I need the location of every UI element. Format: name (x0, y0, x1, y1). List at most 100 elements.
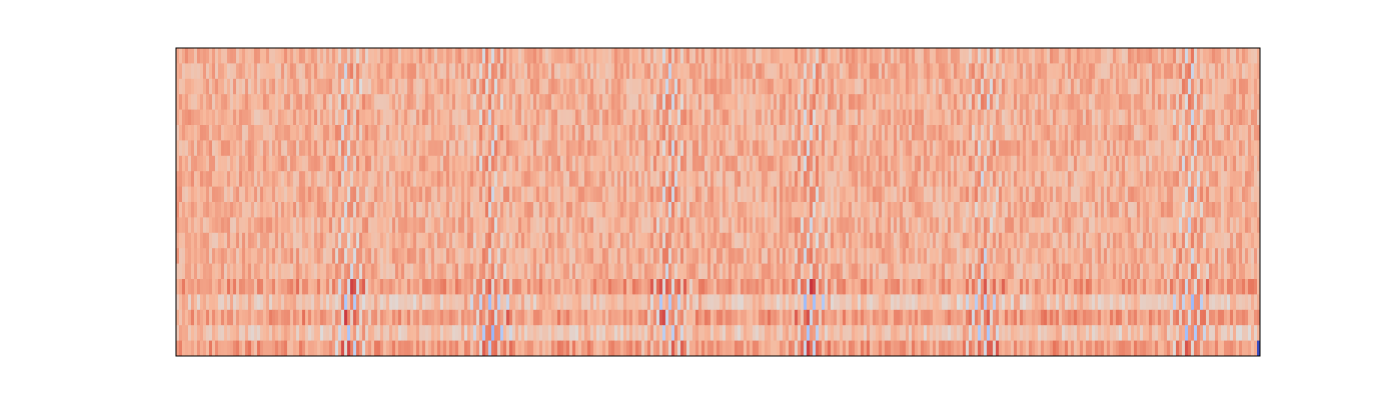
heatmap-cell (239, 186, 243, 203)
heatmap-cell (566, 232, 570, 249)
heatmap-cell (629, 217, 633, 234)
heatmap-cell (431, 140, 435, 157)
heatmap-cell (707, 232, 711, 249)
heatmap-cell (941, 171, 946, 187)
heatmap-cell (1232, 202, 1237, 218)
heatmap-cell (1031, 109, 1036, 126)
heatmap-cell (1040, 63, 1045, 80)
heatmap-cell (713, 109, 717, 126)
heatmap-cell (1253, 232, 1258, 249)
heatmap-cell (419, 232, 423, 249)
heatmap-cell (1082, 171, 1087, 187)
heatmap-cell (599, 48, 603, 64)
heatmap-cell (1208, 63, 1213, 80)
heatmap-cell (1022, 109, 1027, 126)
heatmap-cell (638, 155, 642, 172)
heatmap-cell (212, 140, 216, 157)
heatmap-cell (896, 171, 901, 187)
heatmap-cell (359, 217, 363, 234)
heatmap-cell (491, 155, 495, 172)
heatmap-cell (290, 109, 294, 126)
heatmap-cell (497, 202, 501, 218)
heatmap-cell (416, 48, 420, 64)
heatmap-cell (773, 140, 777, 157)
heatmap-cell (266, 63, 270, 80)
heatmap-cell (464, 78, 468, 95)
heatmap-cell (1157, 171, 1162, 187)
heatmap-cell (827, 140, 831, 157)
heatmap-cell (665, 232, 669, 249)
heatmap-cell (278, 140, 282, 157)
heatmap-cell (734, 171, 738, 187)
heatmap-cell (1223, 155, 1228, 172)
heatmap-cell (887, 248, 892, 264)
heatmap-cell (818, 232, 822, 249)
heatmap-cell (557, 140, 561, 157)
heatmap-cell (1127, 217, 1132, 234)
heatmap-cell (233, 217, 237, 234)
heatmap-cell (1250, 140, 1255, 157)
heatmap-cell (845, 48, 850, 64)
heatmap-cell (641, 186, 645, 203)
heatmap-cell (1154, 202, 1159, 218)
heatmap-cell (878, 125, 883, 141)
heatmap-cell (1103, 125, 1108, 141)
heatmap-cell (668, 202, 672, 218)
heatmap-cell (599, 248, 603, 264)
heatmap-cell (1058, 78, 1063, 95)
heatmap-cell (1112, 155, 1117, 172)
heatmap-cell (269, 94, 273, 110)
heatmap-cell (1166, 109, 1171, 126)
heatmap-cell (878, 171, 883, 187)
heatmap-cell (230, 78, 234, 95)
heatmap-cell (932, 78, 937, 95)
heatmap-cell (998, 186, 1003, 203)
heatmap-cell (284, 248, 288, 264)
heatmap-cell (1055, 248, 1060, 264)
heatmap-cell (350, 186, 354, 203)
heatmap-cell (1181, 217, 1186, 234)
heatmap-cell (569, 48, 573, 64)
heatmap-cell (491, 140, 495, 157)
heatmap-cell (257, 125, 261, 141)
heatmap-cell (977, 217, 982, 234)
heatmap-cell (1253, 171, 1258, 187)
heatmap-cell (632, 78, 636, 95)
heatmap-cell (797, 186, 801, 203)
heatmap-cell (905, 63, 910, 80)
heatmap-cell (914, 202, 919, 218)
heatmap-cell (800, 155, 804, 172)
heatmap-cell (737, 171, 741, 187)
heatmap-cell (1196, 125, 1201, 141)
heatmap-cell (1076, 171, 1081, 187)
heatmap-cell (878, 48, 883, 64)
heatmap-cell (452, 78, 456, 95)
heatmap-cell (275, 202, 279, 218)
heatmap-cell (575, 94, 579, 110)
heatmap-cell (404, 109, 408, 126)
heatmap-cell (950, 78, 955, 95)
heatmap-cell (830, 125, 834, 141)
heatmap-cell (608, 125, 612, 141)
heatmap-cell (1004, 202, 1009, 218)
heatmap-cell (683, 171, 687, 187)
heatmap-cell (908, 232, 913, 249)
heatmap-cell (1229, 171, 1234, 187)
heatmap-cell (515, 78, 519, 95)
heatmap-cell (599, 140, 603, 157)
heatmap-cell (824, 202, 828, 218)
heatmap-cell (458, 63, 462, 80)
heatmap-cell (218, 248, 222, 264)
heatmap-cell (551, 248, 555, 264)
heatmap-cell (317, 63, 321, 80)
heatmap-cell (623, 94, 627, 110)
heatmap-cell (563, 186, 567, 203)
heatmap-cell (1007, 48, 1012, 64)
heatmap-cell (1145, 63, 1150, 80)
heatmap-cell (539, 202, 543, 218)
heatmap-cell (1214, 109, 1219, 126)
heatmap-cell (464, 94, 468, 110)
heatmap-cell (1166, 171, 1171, 187)
heatmap-cell (725, 171, 729, 187)
heatmap-cell (572, 155, 576, 172)
